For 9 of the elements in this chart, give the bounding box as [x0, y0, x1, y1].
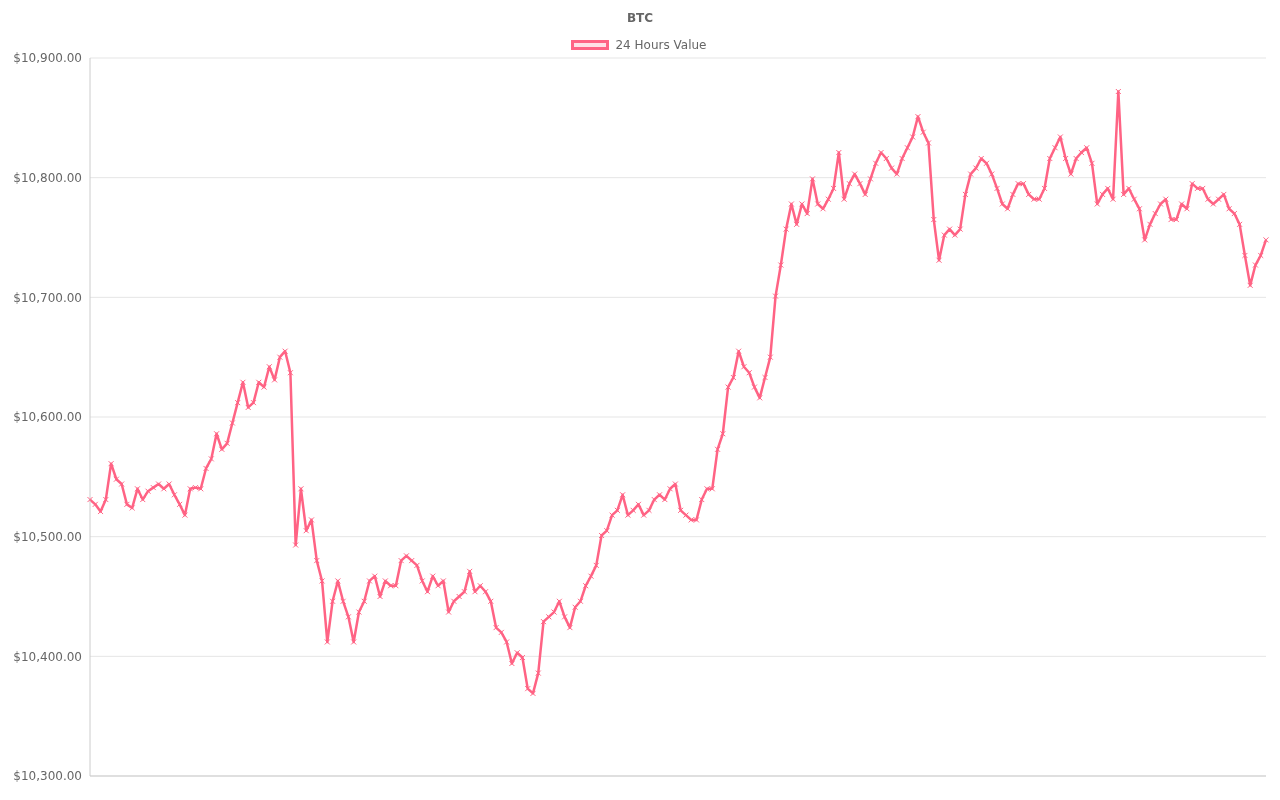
y-tick-label: $10,900.00 [13, 51, 82, 66]
chart-title: BTC [625, 10, 655, 27]
y-tick-label: $10,800.00 [13, 170, 82, 185]
y-tick-label: $10,700.00 [13, 290, 82, 305]
y-tick-label: $10,600.00 [13, 410, 82, 425]
legend-label: 24 Hours Value [614, 38, 707, 52]
y-tick-label: $10,300.00 [13, 769, 82, 784]
y-tick-label: $10,400.00 [13, 649, 82, 664]
y-tick-label: $10,500.00 [13, 529, 82, 544]
